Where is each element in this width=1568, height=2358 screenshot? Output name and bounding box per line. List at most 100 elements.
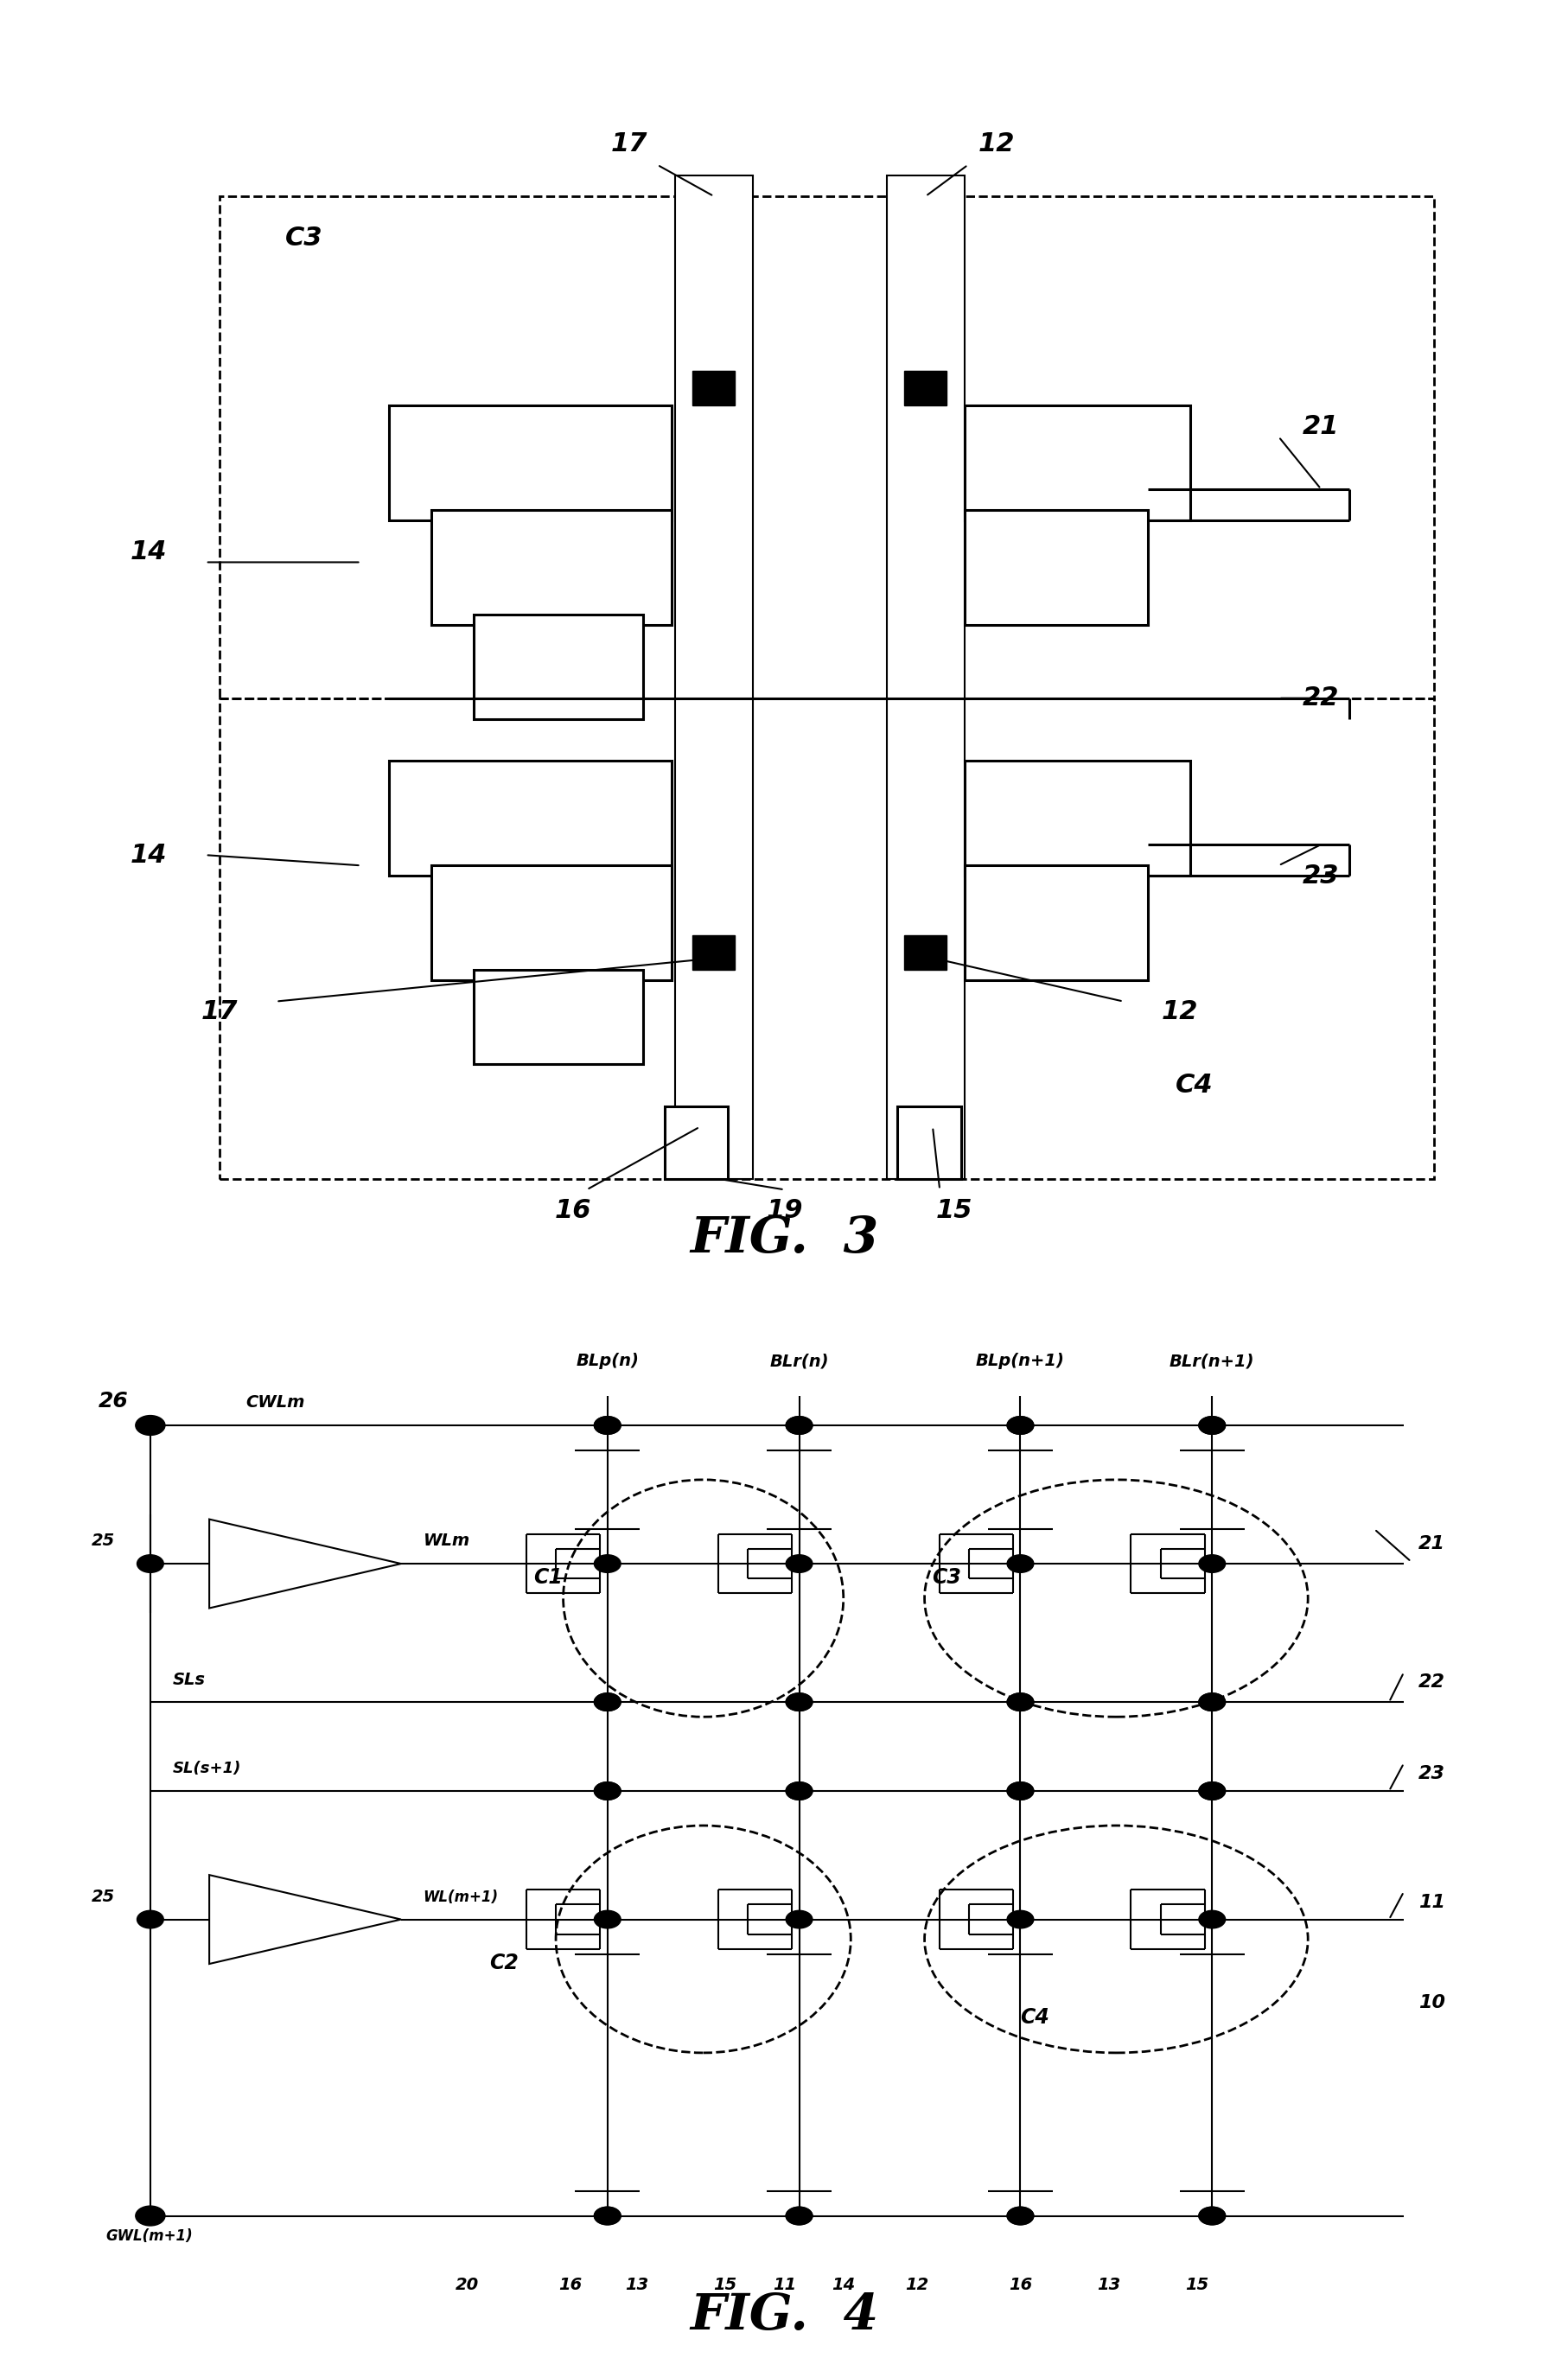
- Circle shape: [1007, 1783, 1033, 1799]
- Circle shape: [1198, 1693, 1225, 1712]
- Text: 11: 11: [1417, 1893, 1444, 1910]
- Circle shape: [786, 1693, 812, 1712]
- Text: 15: 15: [1185, 2278, 1209, 2294]
- Text: 21: 21: [1301, 413, 1339, 439]
- Text: 16: 16: [558, 2278, 582, 2294]
- Bar: [474, 969, 643, 1063]
- Text: 13: 13: [1096, 2278, 1120, 2294]
- Circle shape: [1007, 1693, 1033, 1712]
- Circle shape: [1198, 1693, 1225, 1712]
- Circle shape: [594, 1693, 621, 1712]
- Text: 19: 19: [765, 1198, 803, 1224]
- Bar: [693, 370, 734, 406]
- Text: BLr(n): BLr(n): [770, 1353, 828, 1370]
- Circle shape: [786, 2207, 812, 2224]
- Text: GWL(m+1): GWL(m+1): [107, 2228, 193, 2245]
- Circle shape: [1007, 1417, 1033, 1434]
- Bar: [665, 1106, 728, 1179]
- Circle shape: [1198, 1783, 1225, 1799]
- Circle shape: [786, 1554, 812, 1573]
- Circle shape: [594, 1554, 621, 1573]
- Circle shape: [1007, 2207, 1033, 2224]
- Circle shape: [594, 1417, 621, 1434]
- Text: SLs: SLs: [172, 1672, 205, 1688]
- Circle shape: [594, 1910, 621, 1929]
- Text: 15: 15: [713, 2278, 737, 2294]
- Bar: [964, 509, 1148, 625]
- Text: 15: 15: [935, 1198, 972, 1224]
- Text: SL(s+1): SL(s+1): [172, 1761, 241, 1776]
- Text: 16: 16: [1008, 2278, 1032, 2294]
- Circle shape: [786, 1693, 812, 1712]
- Text: C3: C3: [285, 226, 323, 250]
- Bar: [964, 865, 1148, 981]
- Bar: [964, 406, 1190, 521]
- Circle shape: [1007, 1554, 1033, 1573]
- Text: FIG.  3: FIG. 3: [690, 1214, 878, 1264]
- Text: 26: 26: [99, 1391, 129, 1412]
- Circle shape: [786, 1910, 812, 1929]
- Text: 17: 17: [610, 132, 648, 156]
- Circle shape: [786, 1417, 812, 1434]
- Bar: [964, 762, 1190, 875]
- Circle shape: [1198, 1910, 1225, 1929]
- Circle shape: [1198, 1783, 1225, 1799]
- Text: BLp(n): BLp(n): [575, 1353, 638, 1370]
- Text: 22: 22: [1301, 686, 1339, 710]
- Text: CWLm: CWLm: [246, 1394, 306, 1410]
- Circle shape: [1198, 1417, 1225, 1434]
- Circle shape: [594, 2207, 621, 2224]
- Circle shape: [786, 2207, 812, 2224]
- Circle shape: [1007, 1910, 1033, 1929]
- Text: 17: 17: [201, 1000, 238, 1023]
- Polygon shape: [209, 1875, 401, 1964]
- Text: 12: 12: [905, 2278, 928, 2294]
- Text: FIG.  4: FIG. 4: [690, 2292, 878, 2339]
- Circle shape: [135, 2207, 165, 2226]
- Bar: [897, 1106, 960, 1179]
- Text: 10: 10: [1417, 1995, 1444, 2011]
- Text: 23: 23: [1301, 863, 1339, 889]
- Bar: [220, 698, 1433, 1179]
- Bar: [474, 615, 643, 719]
- Circle shape: [1007, 1417, 1033, 1434]
- Text: C4: C4: [1174, 1073, 1212, 1096]
- Circle shape: [594, 1783, 621, 1799]
- Text: WLm: WLm: [423, 1533, 470, 1549]
- Circle shape: [136, 1910, 163, 1929]
- Bar: [693, 936, 734, 969]
- Text: BLr(n+1): BLr(n+1): [1168, 1353, 1254, 1370]
- Circle shape: [1198, 1417, 1225, 1434]
- Circle shape: [786, 1783, 812, 1799]
- Text: BLp(n+1): BLp(n+1): [975, 1353, 1065, 1370]
- Bar: [389, 762, 671, 875]
- Bar: [431, 509, 671, 625]
- Circle shape: [1198, 2207, 1225, 2224]
- Text: 11: 11: [771, 2278, 797, 2294]
- Circle shape: [594, 1693, 621, 1712]
- Bar: [674, 174, 753, 1179]
- Circle shape: [1007, 1693, 1033, 1712]
- Text: 14: 14: [831, 2278, 855, 2294]
- Text: 25: 25: [91, 1889, 114, 1905]
- Text: 12: 12: [977, 132, 1014, 156]
- Text: 21: 21: [1417, 1535, 1444, 1552]
- Circle shape: [1198, 1554, 1225, 1573]
- Circle shape: [135, 1415, 165, 1436]
- Bar: [905, 936, 947, 969]
- Bar: [886, 174, 964, 1179]
- Text: 22: 22: [1417, 1674, 1444, 1691]
- Text: 14: 14: [130, 842, 168, 868]
- Circle shape: [1198, 2207, 1225, 2224]
- Bar: [220, 196, 1433, 698]
- Circle shape: [1007, 1783, 1033, 1799]
- Text: C1: C1: [533, 1568, 563, 1587]
- Circle shape: [594, 2207, 621, 2224]
- Bar: [431, 865, 671, 981]
- Bar: [905, 370, 947, 406]
- Text: C3: C3: [931, 1568, 961, 1587]
- Circle shape: [786, 1417, 812, 1434]
- Text: 12: 12: [1160, 1000, 1198, 1023]
- Text: C2: C2: [489, 1952, 519, 1974]
- Circle shape: [594, 1783, 621, 1799]
